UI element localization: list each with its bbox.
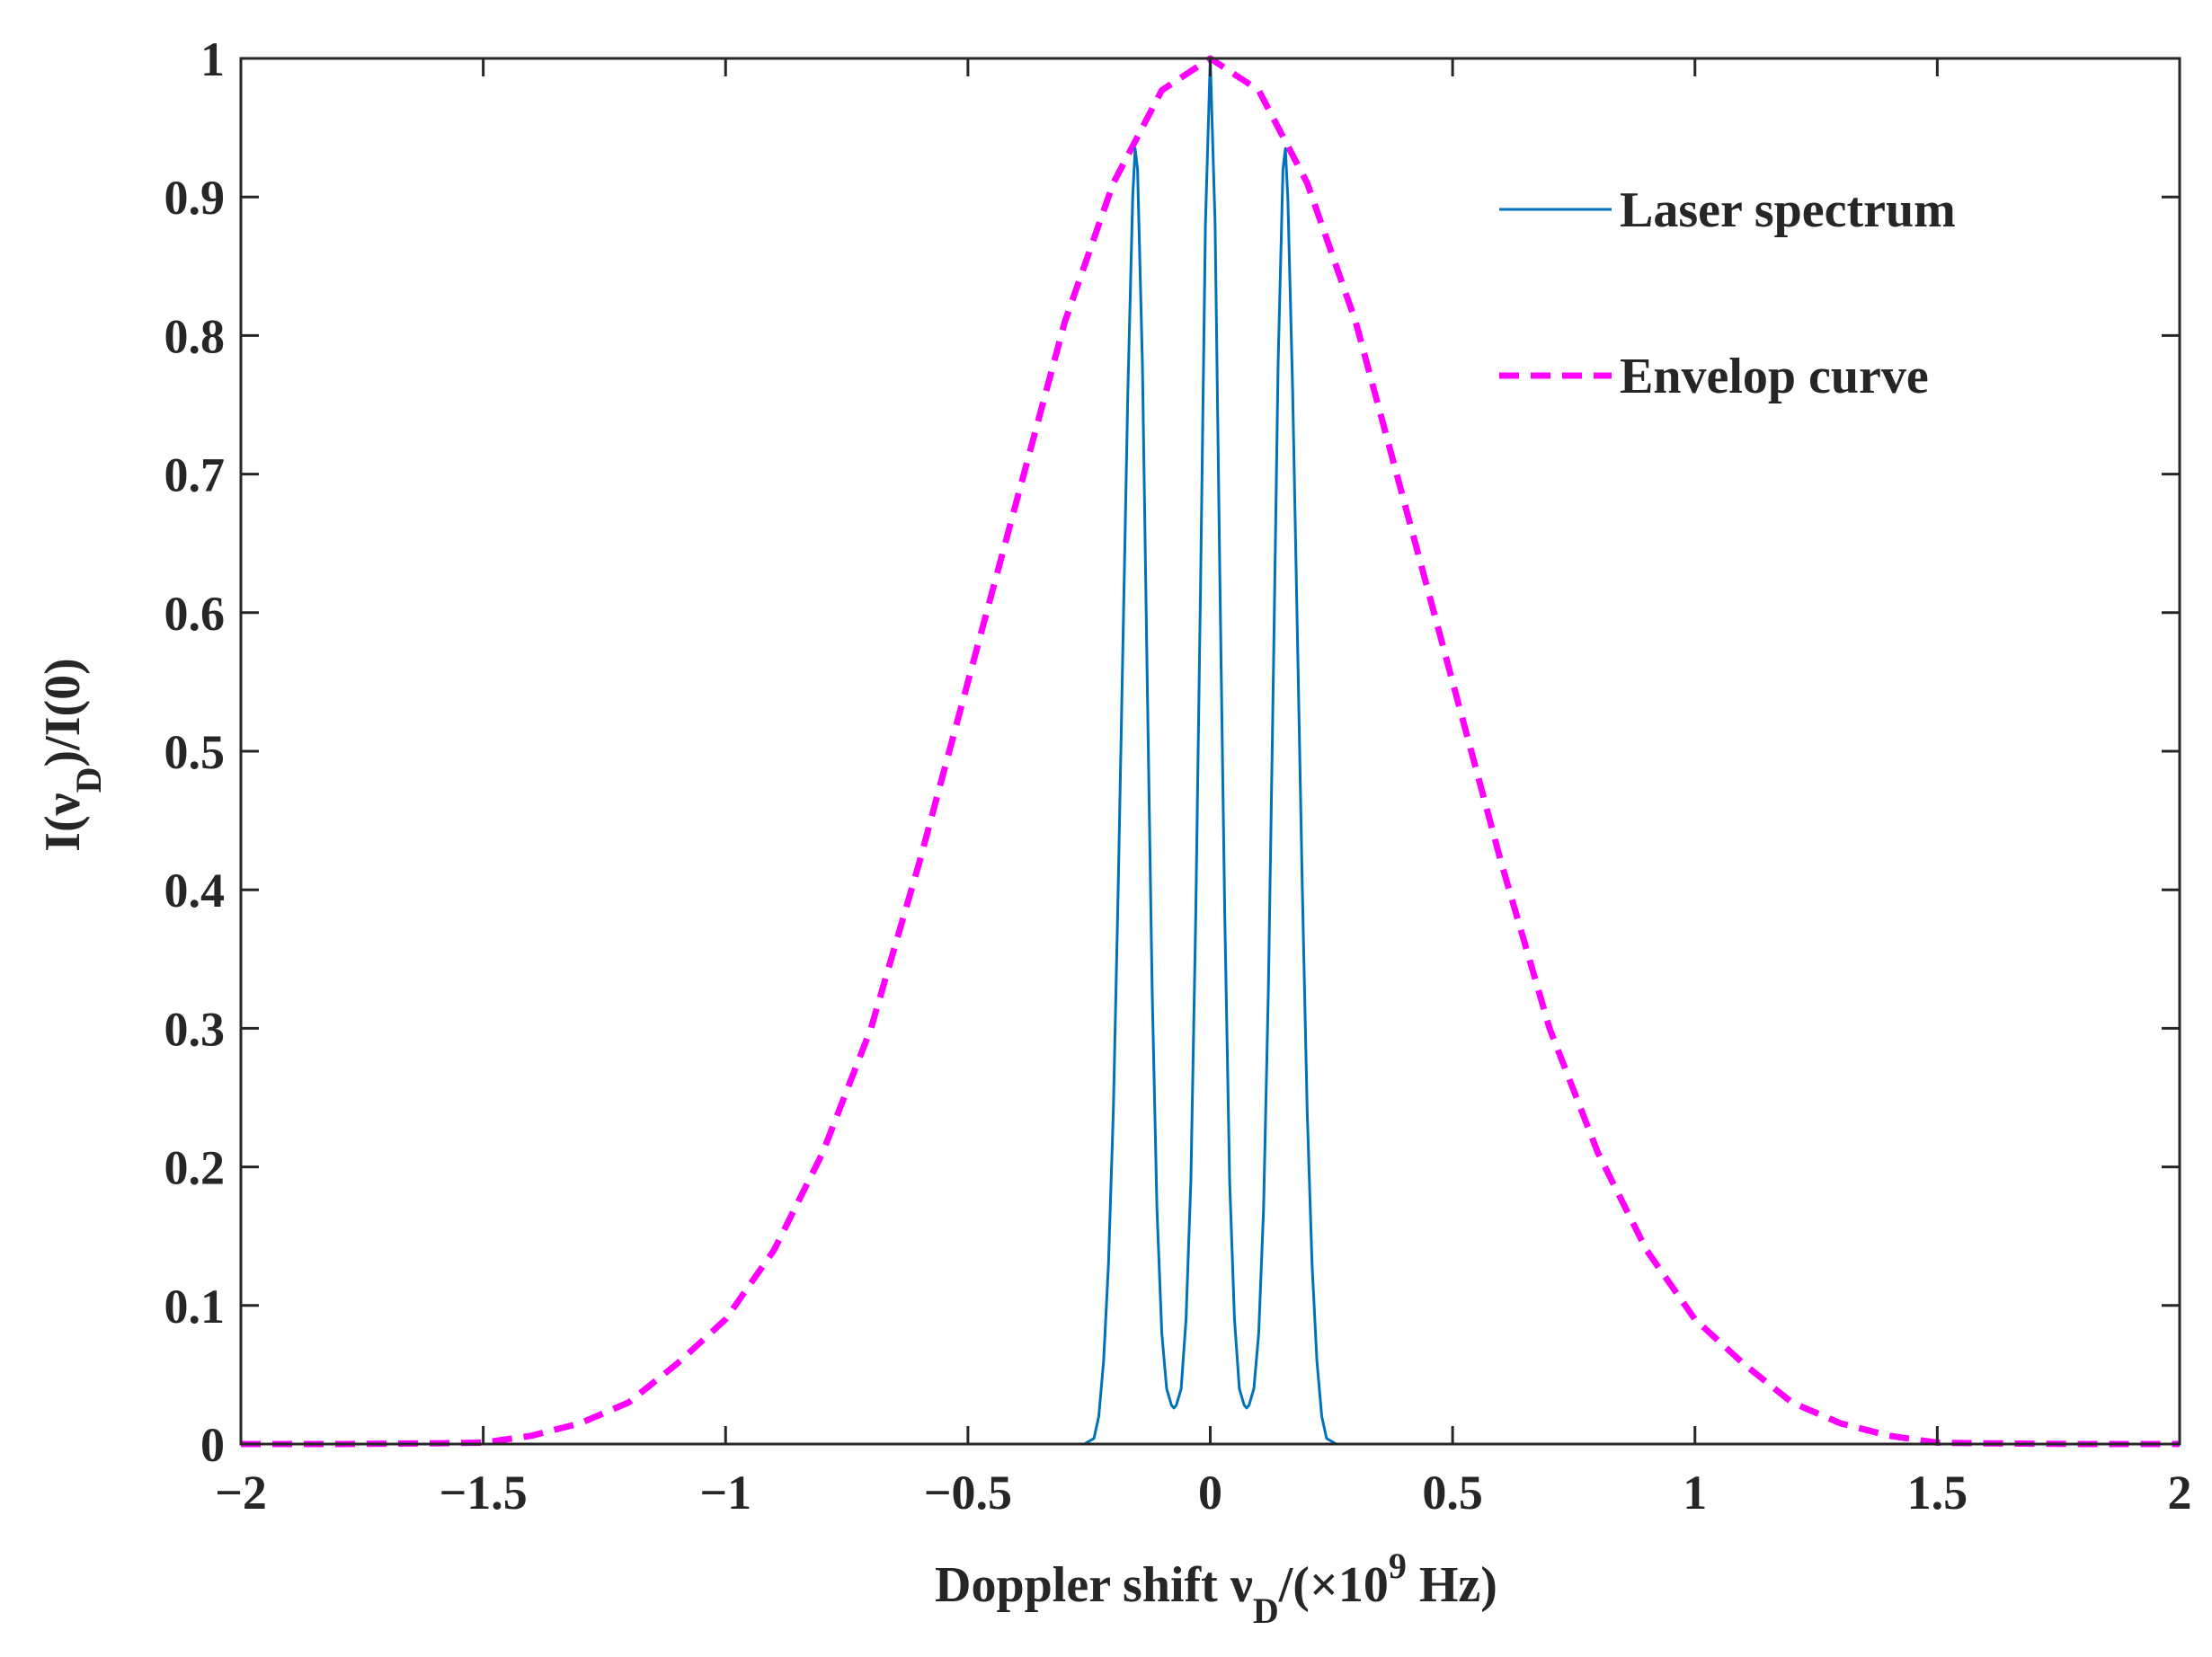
x-tick-label: 2 <box>2168 1466 2192 1520</box>
y-axis-title-subscript: D <box>68 766 109 793</box>
legend-label-envelop-curve: Envelop curve <box>1620 349 1929 404</box>
y-axis-title: I(νD)/I(0) <box>35 658 109 852</box>
series-line-laser-spectrum <box>241 57 2180 1446</box>
x-axis-title-subscript: D <box>1253 1591 1279 1631</box>
y-tick-label: 1 <box>200 32 225 86</box>
series-line-envelop-curve <box>241 55 2180 1448</box>
y-axis-title-suffix: )/I(0) <box>35 658 91 766</box>
x-tick-label: −2 <box>215 1466 267 1520</box>
x-axis-title-superscript: 9 <box>1389 1546 1407 1586</box>
y-tick-label: 0.6 <box>164 587 226 641</box>
legend-label-laser-spectrum: Laser spectrum <box>1620 182 1956 238</box>
x-axis-title-middle: /(×10 <box>1278 1557 1389 1613</box>
y-tick-label: 0.9 <box>164 171 226 225</box>
x-tick-label: −1.5 <box>439 1466 527 1520</box>
y-tick-label: 0 <box>200 1418 225 1472</box>
x-tick-label: −1 <box>699 1466 751 1520</box>
y-tick-label: 0.5 <box>164 725 226 779</box>
x-tick-layer: −2 −1.5 −1 −0.5 0 0.5 1 1.5 2 <box>215 58 2192 1520</box>
x-tick-label: 1.5 <box>1907 1466 1968 1520</box>
legend: Laser spectrum Envelop curve <box>1499 182 1956 404</box>
x-axis-title-prefix: Doppler shift ν <box>935 1557 1253 1613</box>
y-tick-label: 0.8 <box>164 309 226 363</box>
y-tick-layer: 0 0.1 0.2 0.3 0.4 0.5 0.6 0.7 0.8 0.9 1 <box>164 32 2180 1472</box>
x-tick-label: −0.5 <box>924 1466 1012 1520</box>
x-axis-title-suffix: Hz) <box>1407 1557 1497 1613</box>
y-tick-label: 0.4 <box>164 864 226 917</box>
x-tick-label: 0 <box>1198 1466 1222 1520</box>
y-tick-label: 0.1 <box>164 1280 226 1334</box>
x-tick-label: 1 <box>1683 1466 1707 1520</box>
plot-frame <box>239 57 2181 1446</box>
y-tick-label: 0.3 <box>164 1002 226 1056</box>
y-axis-title-prefix: I(ν <box>35 793 91 851</box>
x-axis-title: Doppler shift νD/(×109 Hz) <box>935 1546 1497 1631</box>
y-tick-label: 0.2 <box>164 1141 226 1195</box>
plot-series-layer <box>241 55 2180 1448</box>
y-tick-label: 0.7 <box>164 448 226 502</box>
x-tick-label: 0.5 <box>1422 1466 1483 1520</box>
